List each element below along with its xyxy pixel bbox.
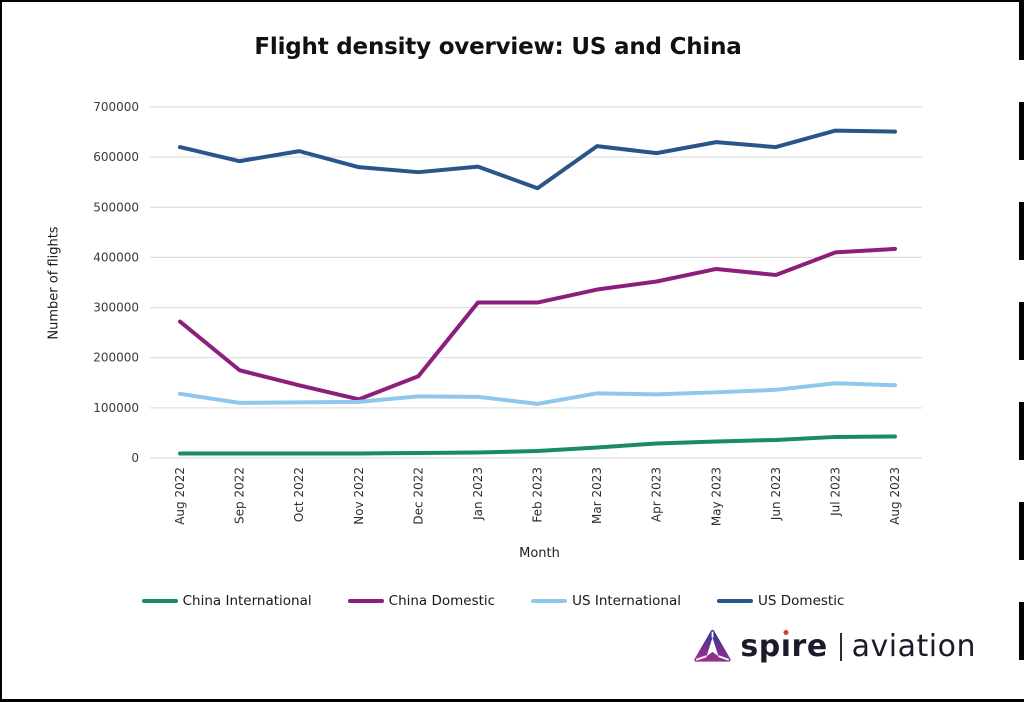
spire-logo-icon (694, 629, 732, 662)
legend-swatch (531, 599, 568, 603)
y-tick-label: 100000 (93, 401, 139, 415)
x-tick-label: Nov 2022 (352, 467, 366, 525)
chart-legend: China International China Domestic US Inte… (2, 593, 984, 609)
x-axis-title: Month (519, 546, 560, 561)
series-line-china-domestic (178, 246, 897, 402)
brand-name-spire: spıre (740, 629, 828, 664)
x-tick-label: Sep 2022 (233, 467, 247, 524)
y-tick-label: 700000 (93, 100, 139, 114)
y-tick-label: 500000 (93, 200, 139, 214)
series-line-us-domestic (178, 128, 897, 191)
legend-swatch (347, 599, 384, 603)
legend-label: China Domestic (388, 593, 496, 609)
y-tick-label: 400000 (93, 250, 139, 264)
x-tick-label: Dec 2022 (411, 467, 425, 525)
x-tick-label: Jul 2023 (828, 467, 842, 517)
spire-aviation-logo: spıre aviation (694, 629, 976, 664)
brand-name-aviation: aviation (851, 629, 976, 664)
x-tick-label: Oct 2022 (292, 467, 306, 522)
line-chart-plot: 0 100000 200000 300000 400000 500000 600000 700… (93, 100, 922, 526)
brand-i-red-dot: ı (780, 629, 792, 664)
x-tick-label: Apr 2023 (650, 467, 664, 522)
x-tick-label: Jan 2023 (471, 467, 485, 521)
legend-swatch (717, 599, 754, 603)
x-tick-label: Aug 2022 (173, 467, 187, 525)
legend-item-us-domestic: US Domestic (717, 593, 844, 609)
series-line-us-international (178, 381, 897, 406)
y-tick-label: 200000 (93, 351, 139, 365)
legend-label: China International (182, 593, 312, 609)
y-tick-label: 600000 (93, 150, 139, 164)
y-tick-label: 0 (131, 451, 139, 465)
legend-item-us-international: US International (531, 593, 681, 609)
x-tick-label: Mar 2023 (590, 467, 604, 524)
x-tick-label: May 2023 (709, 467, 723, 526)
brand-separator (839, 632, 842, 661)
y-tick-label: 300000 (93, 301, 139, 315)
chart-title: Flight density overview: US and China (254, 34, 742, 60)
legend-item-china-domestic: China Domestic (347, 593, 496, 609)
legend-label: US International (572, 593, 682, 609)
page-right-border (1019, 2, 1024, 699)
series-line-china-international (178, 434, 897, 456)
legend-item-china-international: China International (141, 593, 312, 609)
legend-label: US Domestic (758, 593, 845, 609)
x-tick-label: Jun 2023 (769, 467, 783, 521)
x-tick-label: Feb 2023 (531, 467, 545, 523)
x-tick-label: Aug 2023 (888, 467, 902, 525)
legend-swatch (141, 599, 178, 603)
